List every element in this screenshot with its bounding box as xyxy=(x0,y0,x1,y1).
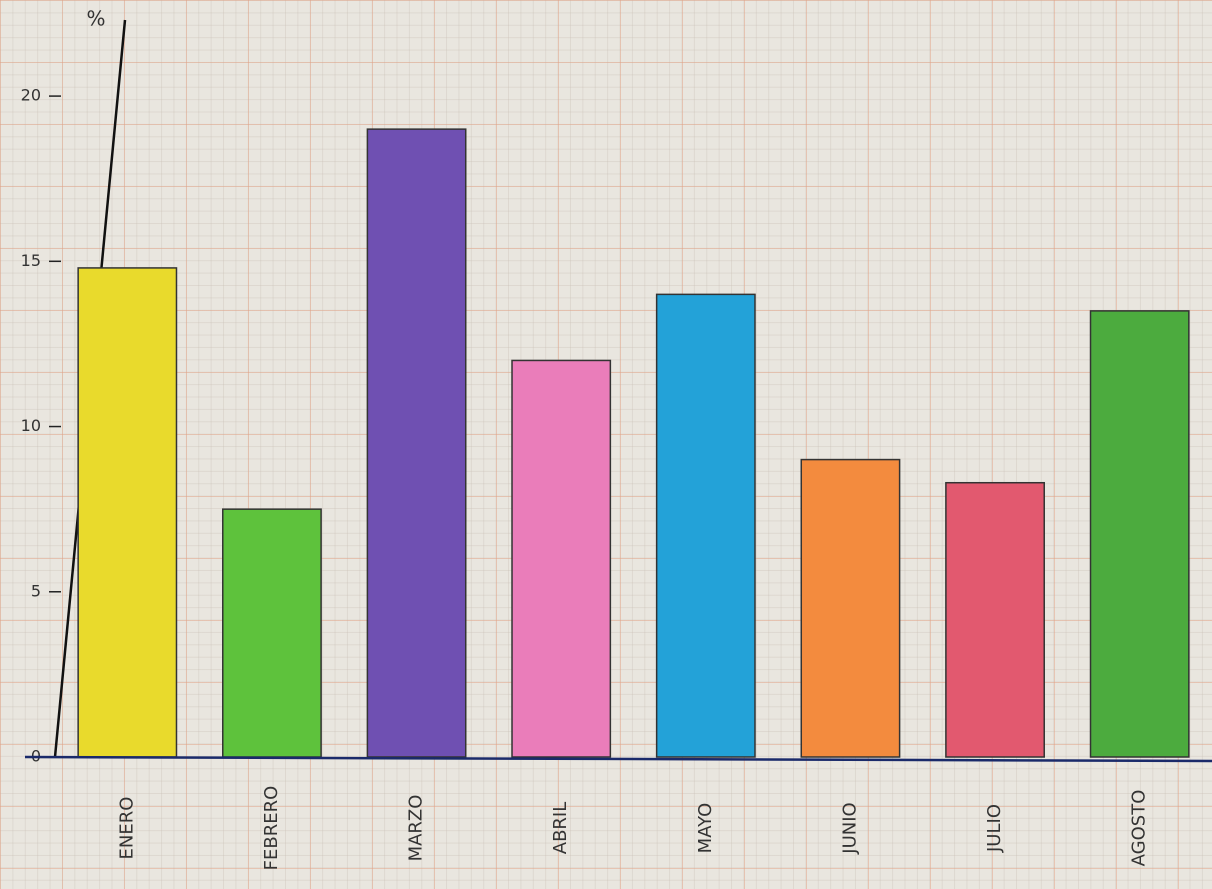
x-tick-label: MAYO xyxy=(695,803,716,854)
y-tick-label: 10 xyxy=(21,416,41,435)
bar xyxy=(945,481,1045,758)
x-tick-label: AGOSTO xyxy=(1129,790,1150,867)
bar xyxy=(655,293,756,758)
x-tick-label: FEBRERO xyxy=(261,786,282,871)
x-tick-label: ABRIL xyxy=(550,802,571,855)
bar xyxy=(1089,310,1190,758)
bar xyxy=(222,508,322,758)
bar xyxy=(511,359,612,758)
x-tick-label: ENERO xyxy=(116,797,137,860)
bar xyxy=(77,267,178,758)
y-tick-label: 15 xyxy=(21,251,41,270)
x-tick-label: JULIO xyxy=(984,804,1005,853)
bar xyxy=(366,128,467,758)
y-tick-label: 20 xyxy=(21,86,41,105)
x-axis xyxy=(24,755,1212,763)
x-tick-label: JUNIO xyxy=(839,802,860,854)
y-axis-label: % xyxy=(86,7,105,31)
y-tick-label: 5 xyxy=(31,581,41,600)
x-tick-label: MARZO xyxy=(406,795,427,862)
bar xyxy=(800,458,901,758)
